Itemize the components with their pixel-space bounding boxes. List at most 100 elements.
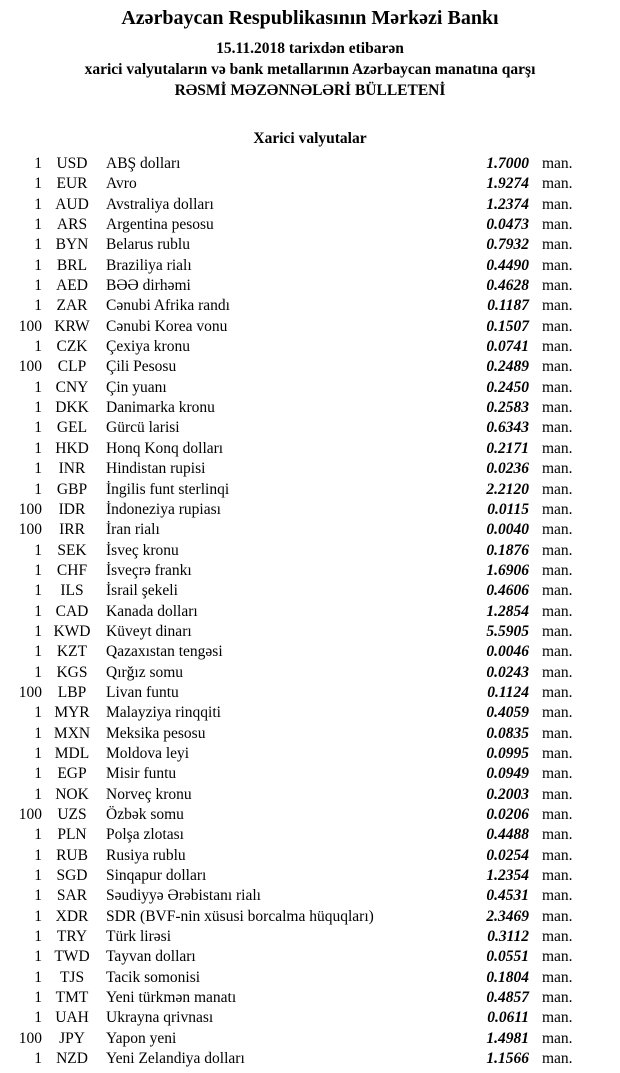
rate-cell: 1.2854	[486, 602, 529, 620]
rate-cell: 0.0473	[486, 216, 529, 234]
rate-cell: 0.7932	[486, 236, 529, 254]
rate-cell: 0.0611	[487, 1009, 529, 1027]
quantity-cell: 100	[18, 1029, 42, 1047]
quantity-cell: 1	[34, 460, 42, 478]
currency-code-cell: TJS	[59, 968, 85, 986]
table-row: 1 NOK Norveç kronu 0.2003 man.	[0, 785, 620, 805]
quantity-cell: 100	[18, 683, 42, 701]
currency-name-cell: Qazaxıstan tengəsi	[106, 643, 223, 661]
currency-name-cell: Braziliya rialı	[106, 256, 192, 274]
currency-name-cell: Yapon yeni	[106, 1029, 177, 1047]
currency-code-cell: ARS	[56, 216, 88, 234]
unit-cell: man.	[542, 521, 573, 539]
currency-code-cell: SGD	[56, 867, 88, 885]
currency-name-cell: Tacik somonisi	[106, 968, 201, 986]
unit-cell: man.	[542, 256, 573, 274]
unit-cell: man.	[542, 806, 573, 823]
currency-code-cell: KGS	[56, 663, 88, 681]
unit-cell: man.	[542, 765, 573, 783]
rate-cell: 0.4606	[486, 582, 529, 600]
currency-name-cell: Cənubi Korea vonu	[106, 317, 228, 335]
table-row: 100 IDR İndoneziya rupiası 0.0115 man.	[0, 500, 620, 520]
currency-name-cell: Ukrayna qrivnası	[106, 1009, 214, 1027]
currency-name-cell: Honq Konq dolları	[106, 439, 224, 457]
subject-line: xarici valyutaların və bank metallarının…	[84, 61, 536, 78]
currency-name-cell: Çexiya kronu	[106, 338, 190, 356]
currency-code-cell: RUB	[56, 846, 88, 864]
currency-code-cell: KRW	[54, 317, 90, 335]
unit-cell: man.	[542, 195, 573, 213]
table-row: 1 USD ABŞ dolları 1.7000 man.	[0, 154, 620, 174]
quantity-cell: 1	[34, 846, 42, 864]
quantity-cell: 1	[34, 968, 42, 986]
currency-name-cell: Çin yuanı	[106, 378, 167, 396]
currency-name-cell: Səudiyyə Ərəbistanı rialı	[106, 887, 261, 905]
currency-code-cell: IRR	[59, 521, 85, 539]
table-row: 1 ARS Argentina pesosu 0.0473 man.	[0, 215, 620, 235]
quantity-cell: 1	[34, 663, 42, 681]
currency-code-cell: HKD	[55, 439, 89, 457]
table-row: 1 UAH Ukrayna qrivnası 0.0611 man.	[0, 1008, 620, 1028]
quantity-cell: 1	[34, 785, 42, 803]
rate-cell: 2.2120	[486, 480, 529, 498]
unit-cell: man.	[542, 602, 573, 620]
table-row: 1 ILS İsrail şekeli 0.4606 man.	[0, 581, 620, 601]
table-row: 1 BYN Belarus rublu 0.7932 man.	[0, 235, 620, 255]
quantity-cell: 100	[18, 358, 42, 376]
currency-code-cell: UZS	[57, 806, 87, 823]
currency-code-cell: PLN	[57, 826, 87, 844]
unit-cell: man.	[542, 378, 573, 396]
quantity-cell: 1	[34, 602, 42, 620]
table-row: 1 KWD Küveyt dinarı 5.5905 man.	[0, 622, 620, 642]
currency-name-cell: Belarus rublu	[106, 236, 190, 254]
currency-name-cell: Hindistan rupisi	[106, 460, 206, 478]
currency-name-cell: Yeni Zelandiya dolları	[106, 1050, 245, 1068]
rate-cell: 0.4857	[486, 989, 529, 1007]
unit-cell: man.	[542, 277, 573, 295]
table-row: 1 TJS Tacik somonisi 0.1804 man.	[0, 968, 620, 988]
quantity-cell: 100	[18, 500, 42, 518]
table-row: 100 IRR İran rialı 0.0040 man.	[0, 520, 620, 540]
quantity-cell: 1	[34, 948, 42, 966]
currency-name-cell: Rusiya rublu	[106, 846, 186, 864]
table-row: 1 EUR Avro 1.9274 man.	[0, 174, 620, 194]
currency-code-cell: CHF	[56, 561, 88, 579]
currency-name-cell: Moldova leyi	[106, 744, 190, 762]
currency-name-cell: Kanada dolları	[106, 602, 198, 620]
quantity-cell: 1	[34, 561, 42, 579]
currency-name-cell: SDR (BVF-nin xüsusi borcalma hüquqları)	[106, 907, 374, 925]
quantity-cell: 1	[34, 480, 42, 498]
currency-code-cell: NZD	[56, 1050, 88, 1068]
rate-cell: 0.1187	[487, 297, 529, 315]
quantity-cell: 1	[34, 704, 42, 722]
rate-cell: 0.1876	[486, 541, 529, 559]
unit-cell: man.	[542, 989, 573, 1007]
table-row: 1 DKK Danimarka kronu 0.2583 man.	[0, 398, 620, 418]
currency-name-cell: İndoneziya rupiası	[106, 500, 221, 518]
unit-cell: man.	[542, 338, 573, 356]
table-row: 1 RUB Rusiya rublu 0.0254 man.	[0, 846, 620, 866]
rate-cell: 0.0551	[486, 948, 529, 966]
table-row: 1 MDL Moldova leyi 0.0995 man.	[0, 744, 620, 764]
currency-code-cell: MXN	[53, 724, 91, 742]
currency-name-cell: Avro	[106, 175, 137, 193]
rate-cell: 1.9274	[486, 175, 529, 193]
rate-cell: 0.3112	[487, 928, 529, 946]
currency-code-cell: BRL	[56, 256, 88, 274]
quantity-cell: 1	[34, 541, 42, 559]
currency-code-cell: USD	[56, 155, 88, 172]
table-row: 1 KGS Qırğız somu 0.0243 man.	[0, 663, 620, 683]
currency-code-cell: MDL	[54, 744, 90, 762]
currency-name-cell: Gürcü larisi	[106, 419, 180, 437]
currency-code-cell: ILS	[60, 582, 84, 600]
unit-cell: man.	[542, 704, 573, 722]
table-row: 1 SEK İsveç kronu 0.1876 man.	[0, 541, 620, 561]
table-row: 1 EGP Misir funtu 0.0949 man.	[0, 764, 620, 784]
unit-cell: man.	[542, 867, 573, 885]
currency-name-cell: Özbək somu	[106, 806, 184, 823]
currency-code-cell: GEL	[56, 419, 88, 437]
rate-cell: 1.2354	[486, 867, 529, 885]
table-row: 1 INR Hindistan rupisi 0.0236 man.	[0, 459, 620, 479]
table-row: 1 HKD Honq Konq dolları 0.2171 man.	[0, 439, 620, 459]
